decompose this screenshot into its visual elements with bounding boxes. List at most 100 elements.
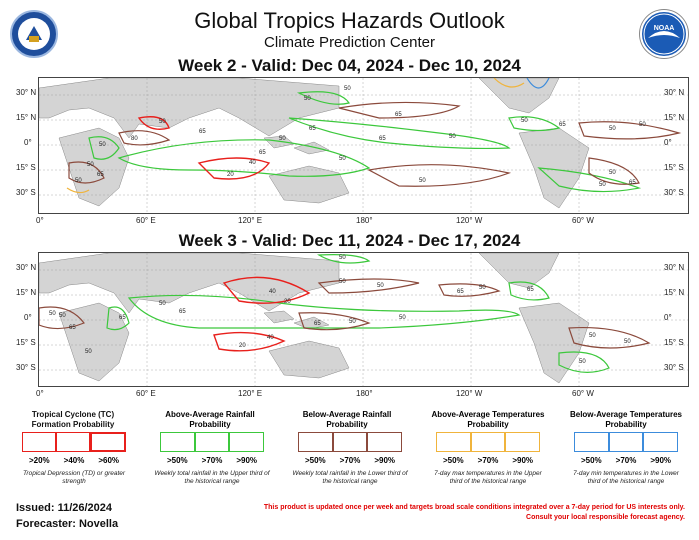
legend-rain-below-levels: >50% >70% >90%: [298, 456, 402, 465]
week3-label: Week 3 - Valid: Dec 11, 2024 - Dec 17, 2…: [178, 231, 521, 250]
week3-lat-label-right: 15° N: [664, 288, 685, 297]
legend-rain-below-swatch: [367, 432, 403, 452]
week2-contour-label: 20: [227, 172, 234, 178]
north-america-landmass: [478, 253, 560, 289]
legend-tc-swatches: [22, 432, 126, 452]
week3-rain-above-contour: [106, 306, 130, 331]
week3-contour-label: 50: [159, 301, 166, 307]
legend-rain-above-title: Above-Average Rainfall Probability: [165, 410, 255, 429]
week2-contour-label-group: 50 65 80 50 65 20 40 65 50 65 50 50 65 5…: [75, 86, 646, 188]
week2-lat-label-right: 15° N: [664, 113, 685, 122]
week2-lat-label-left: 30° N: [16, 88, 37, 97]
week2-contour-label: 50: [599, 182, 606, 188]
legend-temp-below-swatch: [608, 432, 644, 452]
week3-lon-label: 180°: [356, 389, 373, 398]
week2-rain-above-contour: [296, 91, 350, 105]
legend-rain-above-swatches: [160, 432, 265, 452]
week2-rain-below-contour: [588, 157, 640, 185]
south-america-landmass: [518, 302, 590, 384]
legend-temp-below-level: >90%: [650, 456, 672, 465]
eurasia-landmass: [39, 78, 340, 139]
week3-lat-label-right: 30° N: [664, 263, 685, 272]
week3-contour-label: 65: [457, 289, 464, 295]
legend-temp-above-level: >50%: [442, 456, 464, 465]
week3-rain-below-contour: [568, 327, 651, 349]
week2-tc-contours: [137, 116, 271, 180]
week2-lon-label: 120° E: [238, 216, 263, 225]
disclaimer-text: This product is updated once per week an…: [264, 503, 685, 523]
week2-rain-above-contour: [537, 167, 642, 193]
week3-lon-label: 120° E: [238, 389, 263, 398]
legend-temp-above-level: >70%: [477, 456, 499, 465]
week3-contour-label-group: 50 50 20 40 65 65 50 65 50 50 65 50 20 4…: [49, 255, 631, 365]
week3-contour-label: 40: [267, 335, 274, 341]
legend-tc-title: Tropical Cyclone (TC) Formation Probabil…: [31, 410, 115, 429]
week2-contour-label: 50: [159, 119, 166, 125]
week2-rain-below-contour: [68, 161, 105, 184]
week3-rain-below-contour: [438, 283, 501, 297]
week3-rain-above-contour: [508, 281, 550, 301]
legend-tc-level: >20%: [28, 456, 50, 465]
week3-contour-label: 65: [119, 315, 126, 321]
week3-lat-label-left: 15° N: [16, 288, 37, 297]
week2-lat-label-right: 30° N: [664, 88, 685, 97]
week2-contour-label: 50: [75, 178, 82, 184]
week2-rain-above-contour: [508, 116, 561, 132]
week2-lat-label-left: 0°: [24, 138, 32, 147]
week2-label: Week 2 - Valid: Dec 04, 2024 - Dec 10, 2…: [178, 56, 521, 75]
south-america-landmass: [518, 127, 590, 209]
legend-rain-below-title: Below-Average Rainfall Probability: [302, 410, 392, 429]
week2-rain-below-contour: [578, 121, 682, 140]
week3-contour-label: 50: [377, 283, 384, 289]
week2-lat-label-left: 15° N: [16, 113, 37, 122]
week2-contour-label: 40: [249, 160, 256, 166]
week2-tc-contour: [137, 116, 170, 130]
legend-rain-below-swatch: [298, 432, 333, 452]
week2-contour-label: 50: [339, 156, 346, 162]
legend-temp-below-swatch: [643, 432, 679, 452]
legend-temp-above-level: >90%: [512, 456, 534, 465]
week2-contour-label: 65: [309, 126, 316, 132]
week2-rain-below-contour: [367, 164, 512, 187]
week3-contour-label: 50: [59, 313, 66, 319]
page-title: Global Tropics Hazards Outlook: [194, 8, 505, 33]
week2-lon-label: 60° E: [136, 216, 156, 225]
week2-contour-label: 50: [521, 118, 528, 124]
australia-landmass: [268, 165, 350, 204]
week2-temp-above-contour: [66, 187, 90, 194]
week3-contour-label: 50: [85, 349, 92, 355]
week3-map: 50 50 20 40 65 65 50 65 50 50 65 50 20 4…: [38, 252, 689, 387]
week3-contour-label: 50: [339, 279, 346, 285]
week2-contour-label: 50: [609, 170, 616, 176]
legend-temp-below-swatches: [574, 432, 679, 452]
week3-tc-contour: [213, 331, 286, 352]
africa-landmass: [58, 302, 130, 382]
week2-contour-label: 50: [344, 86, 351, 92]
week2-lat-label-left: 30° S: [16, 188, 36, 197]
week3-contour-label: 20: [284, 299, 291, 305]
week2-contour-label: 80: [131, 136, 138, 142]
legend-rain-below-level: >50%: [304, 456, 326, 465]
week3-lat-label-left: 30° S: [16, 363, 36, 372]
week2-lat-label-right: 0°: [664, 138, 672, 147]
week2-contour-label: 50: [449, 134, 456, 140]
doc-seal-icon: [10, 10, 58, 58]
week2-lon-label: 60° W: [572, 216, 594, 225]
week3-lon-label: 0°: [36, 389, 44, 398]
week3-rain-below-contour: [298, 312, 371, 331]
legend-temp-below-note: 7-day min temperatures in the Lower thir…: [573, 470, 679, 485]
legend-temp-above-swatch: [470, 432, 506, 452]
forecaster-name: Forecaster: Novella: [16, 518, 119, 530]
week2-contour-label: 65: [395, 112, 402, 118]
legend-temp-below-level: >50%: [580, 456, 602, 465]
legend-temp-below-levels: >50% >70% >90%: [574, 456, 678, 465]
legend-rain-above-level: >50%: [166, 456, 188, 465]
week3-rain-below-contour: [317, 278, 420, 294]
legend-temp-above-note: 7-day max temperatures in the Upper thir…: [434, 470, 542, 485]
legend-rain-below-level: >70%: [339, 456, 361, 465]
week3-lat-label-left: 30° N: [16, 263, 37, 272]
legend-tc-swatch: [90, 432, 126, 452]
week3-lat-label-left: 0°: [24, 313, 32, 322]
week3-contour-label: 50: [479, 285, 486, 291]
legend-rain-above-swatch: [160, 432, 195, 452]
